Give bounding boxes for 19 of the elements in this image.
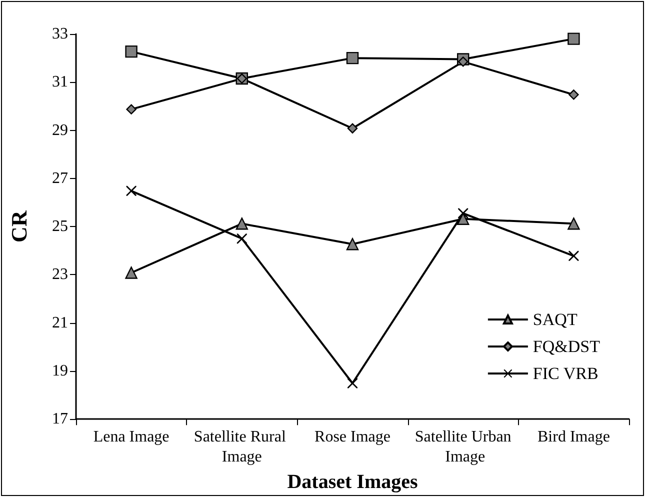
y-tick-label: 19 [52,362,68,380]
y-tick-label: 27 [52,170,68,187]
y-axis-title: CR [6,210,32,242]
x-tick-label: Rose Image [314,428,390,446]
y-tick-label: 29 [52,122,68,139]
y-tick-label: 23 [52,266,68,284]
x-axis-title: Dataset Images [287,471,418,493]
x-tick-label: Satellite Urban Image [414,428,512,466]
y-tick-label: 21 [52,314,68,332]
x-tick-label: Satellite Rural Image [194,428,290,466]
legend-label: SAQT [532,310,578,329]
y-tick-label: 17 [52,410,68,428]
x-tick-label: Bird Image [537,428,610,446]
x-tick-label: Lena Image [93,428,170,446]
y-tick-label: 31 [52,74,68,91]
legend-label: FIC VRB [532,364,598,383]
y-tick-label: 33 [52,26,68,42]
legend-label: FQ&DST [532,337,601,356]
y-tick-label: 25 [52,218,68,236]
